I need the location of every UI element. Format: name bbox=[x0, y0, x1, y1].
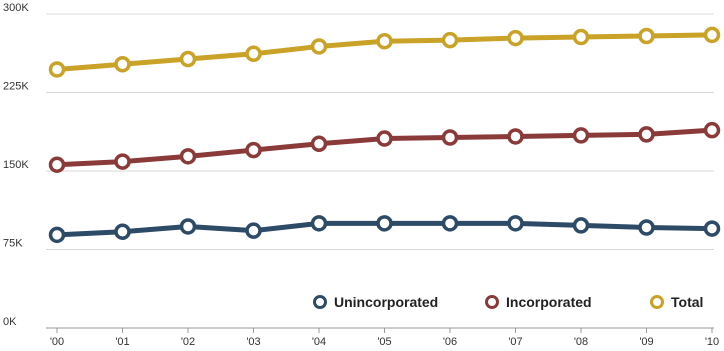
legend: Unincorporated Incorporated Total bbox=[313, 294, 703, 310]
data-point-incorporated bbox=[48, 156, 66, 173]
x-tick-label: '09 bbox=[639, 336, 653, 348]
data-point-incorporated bbox=[245, 141, 262, 159]
data-point-unincorporated bbox=[310, 215, 328, 232]
legend-marker-icon bbox=[650, 295, 664, 309]
y-axis-ticks: 0K 75K 150K 225K 300K bbox=[3, 2, 29, 328]
y-tick-label: 150K bbox=[3, 159, 29, 171]
x-tick-label: '06 bbox=[443, 336, 457, 348]
x-tick-label: '05 bbox=[377, 336, 391, 348]
data-point-incorporated bbox=[114, 153, 131, 170]
series-unincorporated bbox=[48, 215, 721, 244]
data-point-total bbox=[638, 27, 655, 45]
legend-marker-icon bbox=[485, 295, 499, 309]
data-point-total bbox=[179, 50, 197, 68]
data-point-total bbox=[507, 29, 524, 47]
legend-label: Incorporated bbox=[506, 294, 592, 310]
data-point-total bbox=[376, 32, 393, 50]
x-tick-label: '08 bbox=[574, 336, 588, 348]
series-layer bbox=[48, 26, 721, 244]
data-point-total bbox=[703, 26, 721, 44]
data-point-incorporated bbox=[376, 130, 393, 147]
data-point-incorporated bbox=[310, 135, 328, 153]
data-point-unincorporated bbox=[48, 226, 66, 244]
legend-item-unincorporated: Unincorporated bbox=[313, 294, 438, 310]
x-tick-label: '10 bbox=[705, 336, 719, 348]
data-point-total bbox=[48, 61, 66, 78]
data-point-unincorporated bbox=[572, 217, 590, 234]
legend-label: Total bbox=[671, 294, 703, 310]
y-tick-label: 75K bbox=[3, 238, 23, 250]
x-tick-label: '01 bbox=[115, 336, 129, 348]
data-point-incorporated bbox=[638, 126, 655, 143]
data-point-unincorporated bbox=[245, 222, 262, 239]
data-point-unincorporated bbox=[179, 218, 197, 235]
data-point-unincorporated bbox=[114, 223, 131, 240]
data-point-incorporated bbox=[441, 129, 459, 146]
x-tick-label: '07 bbox=[508, 336, 522, 348]
legend-item-incorporated: Incorporated bbox=[485, 294, 592, 310]
data-point-total bbox=[310, 38, 328, 55]
y-tick-label: 300K bbox=[3, 2, 29, 14]
data-point-incorporated bbox=[179, 148, 197, 165]
data-point-unincorporated bbox=[376, 215, 393, 232]
x-tick-label: '03 bbox=[246, 336, 260, 348]
data-point-unincorporated bbox=[441, 215, 459, 232]
data-point-incorporated bbox=[507, 128, 524, 145]
data-point-incorporated bbox=[572, 127, 590, 144]
legend-marker-icon bbox=[313, 295, 327, 309]
y-tick-label: 225K bbox=[3, 81, 29, 93]
legend-label: Unincorporated bbox=[334, 294, 438, 310]
x-tick-label: '00 bbox=[50, 336, 64, 348]
y-tick-label: 0K bbox=[3, 316, 17, 328]
data-point-incorporated bbox=[703, 121, 721, 139]
data-point-total bbox=[572, 28, 590, 46]
x-axis-ticks: '00 '01 '02 '03 '04 '05 '06 '07 '08 '09 '10 bbox=[50, 328, 719, 348]
data-point-unincorporated bbox=[507, 215, 524, 232]
series-incorporated bbox=[48, 121, 721, 173]
data-point-unincorporated bbox=[703, 220, 721, 237]
x-tick-label: '02 bbox=[181, 336, 195, 348]
data-point-total bbox=[114, 55, 131, 73]
data-point-unincorporated bbox=[638, 219, 655, 236]
data-point-total bbox=[245, 45, 262, 63]
grid-layer bbox=[46, 13, 714, 329]
legend-item-total: Total bbox=[650, 294, 703, 310]
x-tick-label: '04 bbox=[312, 336, 326, 348]
series-total bbox=[48, 26, 721, 78]
data-point-total bbox=[441, 31, 459, 49]
